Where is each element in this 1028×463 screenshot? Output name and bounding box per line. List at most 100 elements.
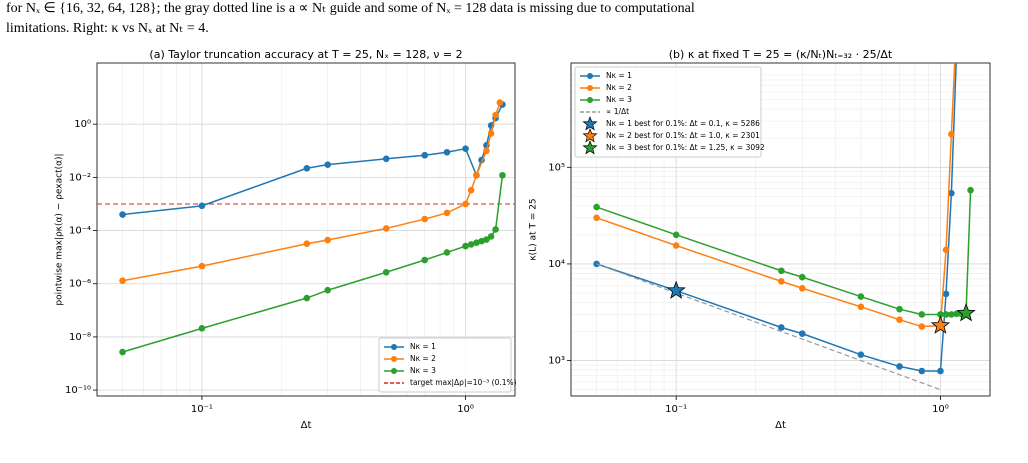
data-point bbox=[942, 246, 950, 254]
data-point bbox=[896, 305, 903, 313]
y-tick-label: 10⁻¹⁰ bbox=[65, 385, 91, 396]
data-point bbox=[857, 351, 865, 359]
legend-label: Nκ = 3 bbox=[410, 366, 436, 375]
data-point bbox=[119, 211, 126, 218]
data-point bbox=[198, 325, 206, 332]
data-point bbox=[593, 260, 600, 268]
y-tick-label: 10⁰ bbox=[74, 119, 91, 130]
data-point bbox=[119, 277, 126, 285]
legend-label: ∝ 1/Δt bbox=[606, 107, 629, 116]
data-point bbox=[462, 200, 469, 208]
data-point bbox=[672, 242, 680, 249]
data-point bbox=[198, 202, 206, 210]
y-tick-label: 10⁻⁸ bbox=[69, 332, 91, 343]
data-point bbox=[778, 278, 785, 285]
best-star bbox=[930, 315, 951, 334]
data-layer bbox=[593, 21, 976, 391]
y-tick-label: 10⁴ bbox=[548, 259, 565, 270]
data-point bbox=[857, 303, 865, 311]
legend-star bbox=[582, 140, 598, 155]
caption-line: limitations. Right: κ vs Nₓ at Nₜ = 4. bbox=[6, 21, 209, 36]
data-point bbox=[382, 225, 390, 232]
y-axis-label: κ(L) at T = 25 bbox=[529, 198, 539, 260]
data-point bbox=[896, 316, 903, 323]
axes-frame bbox=[96, 62, 516, 397]
data-point bbox=[443, 209, 451, 217]
data-point bbox=[798, 284, 806, 292]
data-point bbox=[119, 348, 126, 356]
data-point bbox=[303, 240, 311, 248]
data-point bbox=[499, 171, 506, 179]
data-point bbox=[473, 239, 480, 246]
data-point bbox=[948, 189, 955, 197]
data-point bbox=[798, 273, 806, 281]
x-tick-label: 10⁰ bbox=[457, 404, 474, 415]
data-point bbox=[303, 164, 311, 172]
series-line bbox=[122, 104, 504, 216]
data-point bbox=[487, 130, 495, 137]
legend-label: Nκ = 1 best for 0.1%: Δt = 0.1, κ = 5286 bbox=[606, 119, 760, 128]
data-point bbox=[918, 311, 926, 318]
data-point bbox=[473, 171, 480, 179]
data-point bbox=[942, 290, 950, 298]
data-layer bbox=[97, 99, 515, 356]
chart-title: (a) Taylor truncation accuracy at T = 25… bbox=[149, 48, 462, 61]
legend-label: Nκ = 3 best for 0.1%: Δt = 1.25, κ = 309… bbox=[606, 143, 765, 152]
chart-title: (b) κ at fixed T = 25 = (κ/Nₜ)Nₜ₌₃₂ · 25… bbox=[669, 48, 893, 61]
legend-label: Nκ = 2 best for 0.1%: Δt = 1.0, κ = 2301 bbox=[606, 131, 760, 140]
data-point bbox=[937, 311, 944, 318]
x-axis-label: Δt bbox=[775, 420, 786, 431]
legend-label: Nκ = 2 bbox=[606, 83, 632, 92]
data-point bbox=[593, 203, 600, 211]
y-tick-label: 10⁻⁶ bbox=[69, 279, 91, 290]
data-point bbox=[672, 231, 680, 239]
data-point bbox=[798, 330, 806, 337]
data-point bbox=[443, 148, 451, 156]
legend-box bbox=[574, 66, 762, 158]
data-point bbox=[778, 267, 785, 275]
data-point bbox=[198, 262, 206, 270]
data-point bbox=[593, 214, 600, 222]
plot-area: 10⁻¹ 10⁰ 10⁻¹⁰ 10⁻⁸ 10⁻⁶ 10⁻⁴ 10⁻² 10⁰ bbox=[65, 62, 516, 415]
data-point bbox=[324, 161, 332, 168]
data-point bbox=[492, 226, 499, 233]
data-point bbox=[942, 311, 950, 318]
legend-label: Nκ = 2 bbox=[410, 354, 436, 363]
legend-star bbox=[582, 128, 598, 143]
series-line bbox=[596, 263, 941, 391]
data-point bbox=[496, 99, 504, 106]
data-point bbox=[948, 311, 955, 318]
y-tick-label: 10³ bbox=[548, 356, 565, 367]
data-point bbox=[303, 294, 311, 302]
data-point bbox=[953, 50, 960, 57]
legend-marker bbox=[587, 85, 593, 91]
x-tick-label: 10⁰ bbox=[932, 404, 949, 415]
data-point bbox=[953, 21, 960, 28]
data-point bbox=[953, 310, 960, 318]
data-point bbox=[467, 186, 475, 194]
legend-label: Nκ = 1 bbox=[410, 342, 436, 351]
data-point bbox=[324, 236, 332, 244]
legend-marker bbox=[391, 368, 397, 374]
data-point bbox=[382, 268, 390, 276]
data-point bbox=[421, 215, 429, 223]
data-point bbox=[918, 367, 926, 375]
x-tick-label: 10⁻¹ bbox=[665, 404, 687, 415]
axes-frame bbox=[570, 62, 991, 397]
series-line bbox=[122, 175, 504, 353]
x-tick-label: 10⁻¹ bbox=[191, 404, 213, 415]
legend: Nκ = 1 Nκ = 2 Nκ = 3 ∝ 1/Δt Nκ = 1 best for … bbox=[574, 66, 765, 158]
data-point bbox=[896, 363, 903, 370]
y-tick-label: 10⁵ bbox=[548, 162, 565, 173]
data-point bbox=[443, 249, 451, 256]
y-tick-label: 10⁻² bbox=[69, 172, 91, 183]
data-point bbox=[462, 145, 469, 152]
legend-box bbox=[378, 337, 512, 393]
data-point bbox=[487, 233, 495, 240]
caption-line: for Nₓ ∈ {16, 32, 64, 128}; the gray dot… bbox=[6, 1, 695, 16]
data-point bbox=[937, 367, 944, 375]
data-point bbox=[483, 236, 490, 243]
legend-marker bbox=[587, 73, 593, 79]
data-point bbox=[492, 111, 499, 119]
